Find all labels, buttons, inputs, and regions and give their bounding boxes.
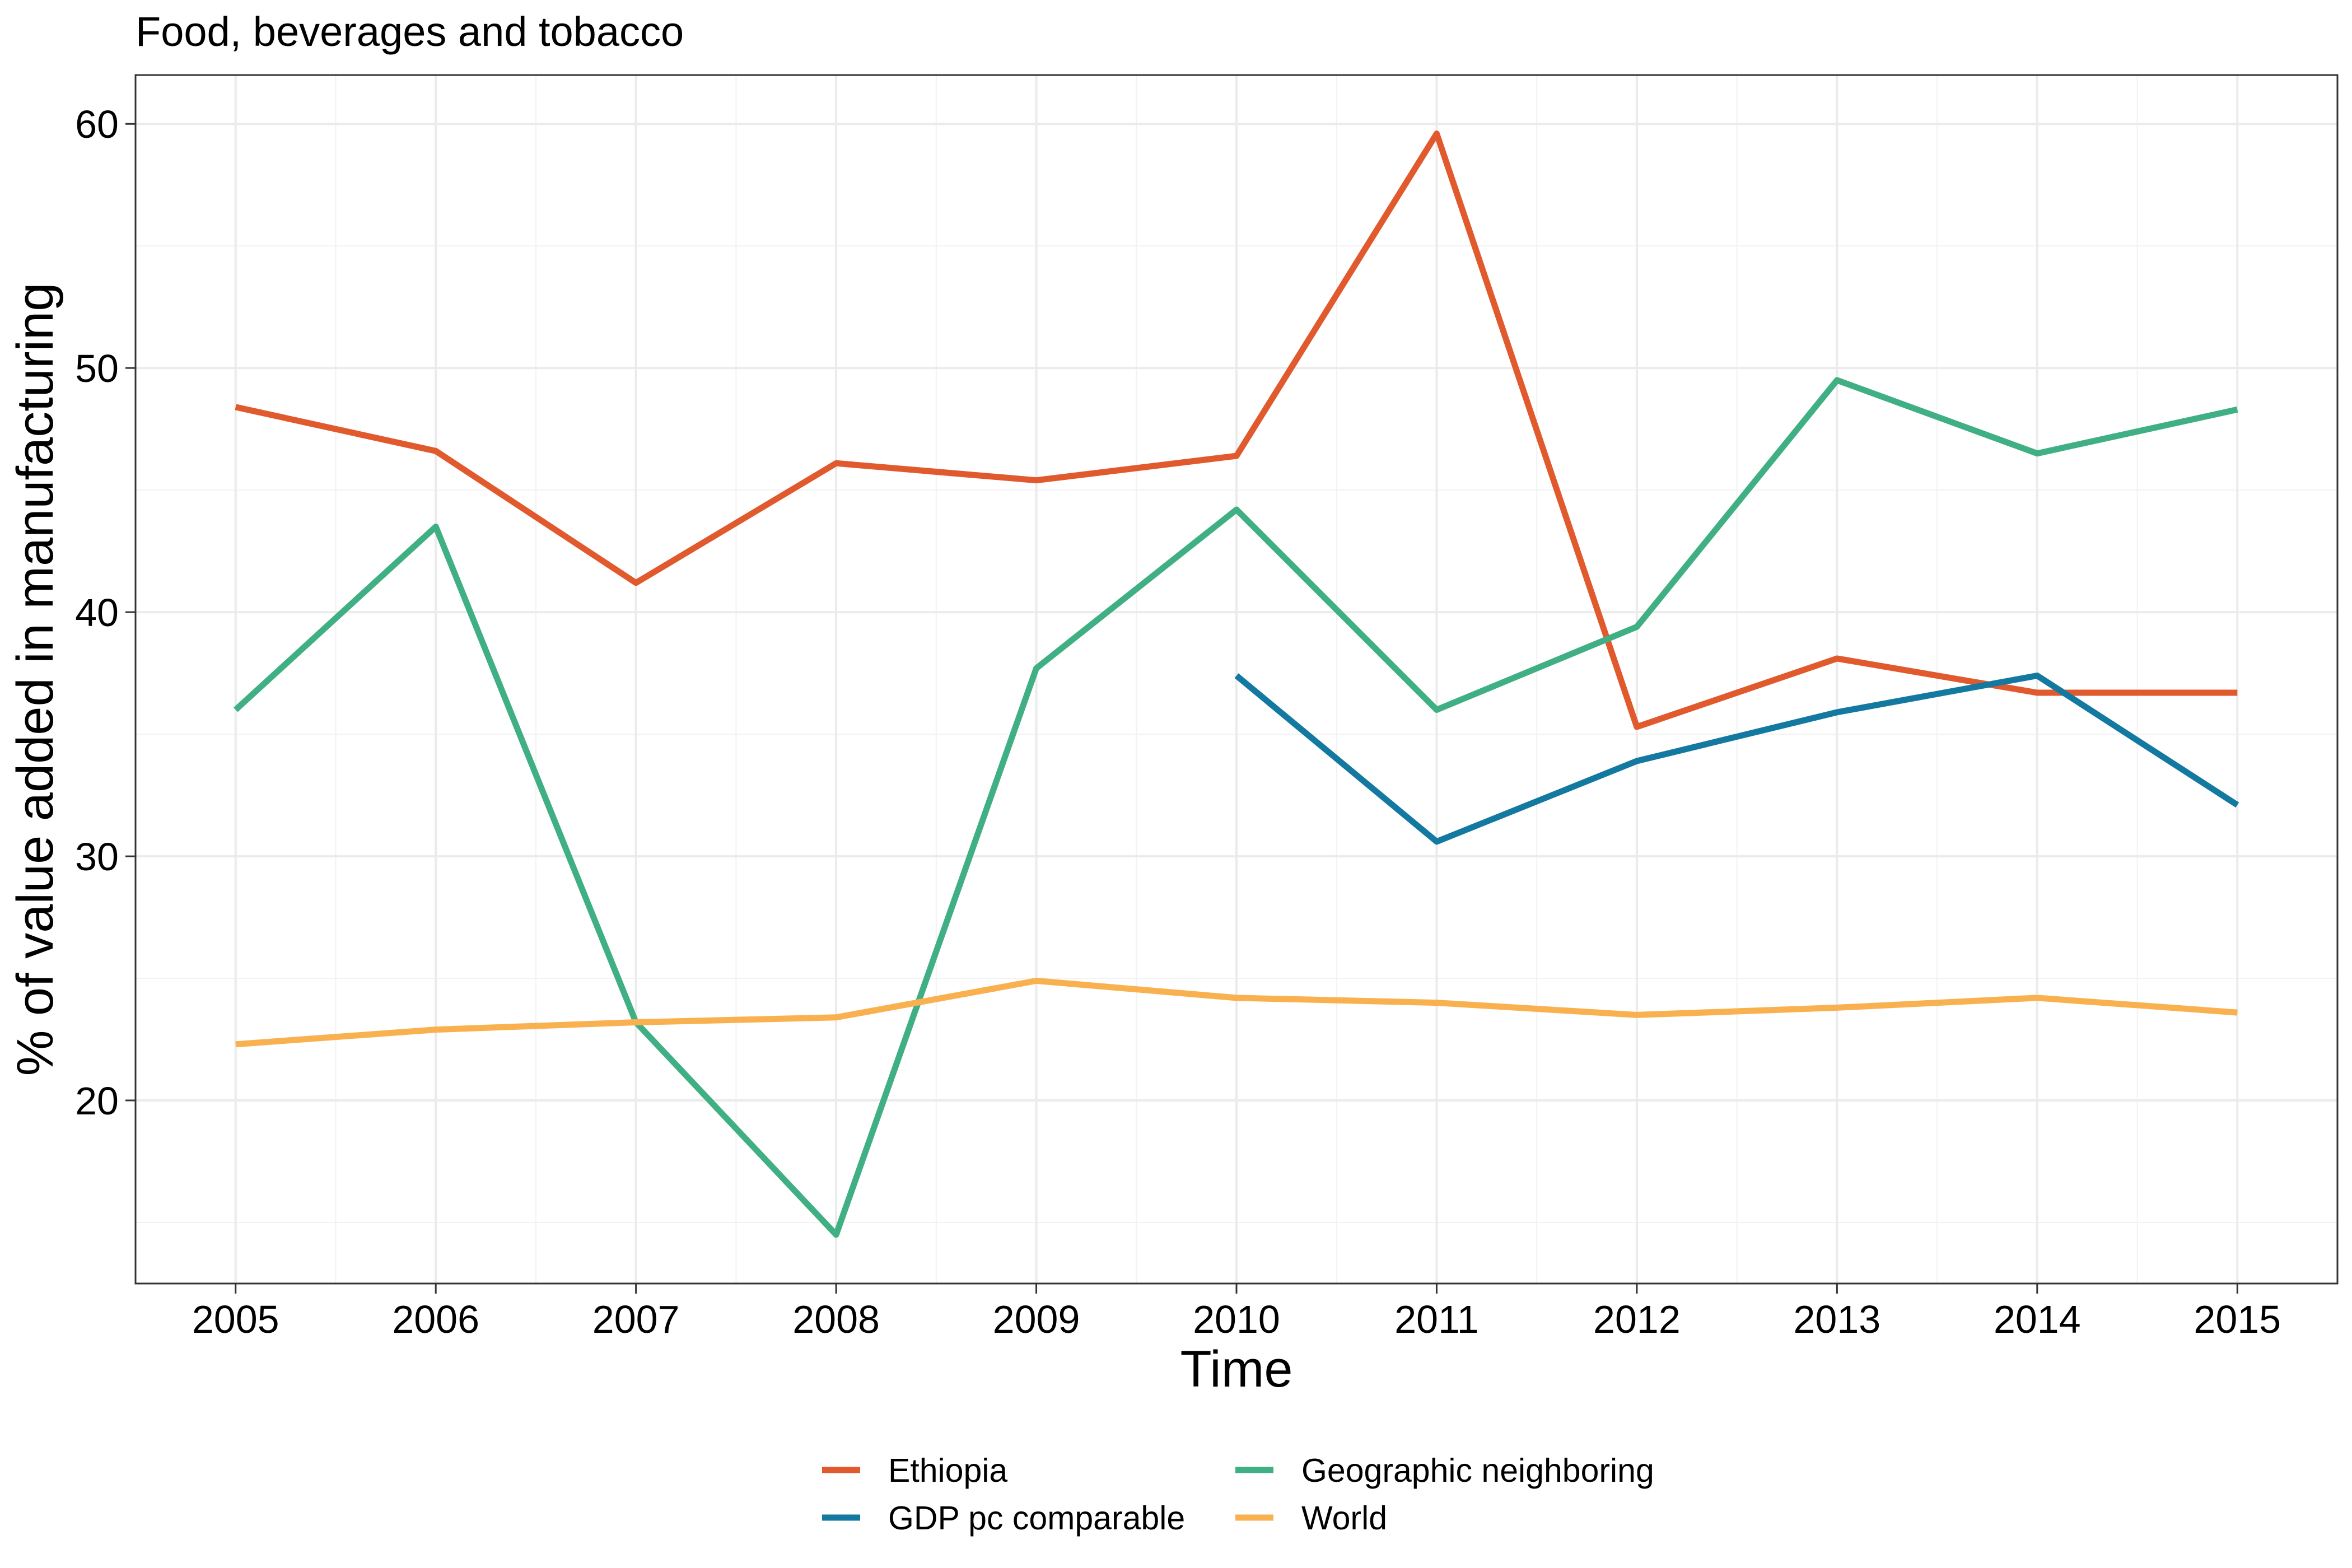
y-tick-label: 40	[75, 591, 119, 634]
x-tick-label: 2008	[792, 1298, 880, 1341]
y-tick-label: 20	[75, 1079, 119, 1123]
x-tick-label: 2012	[1593, 1298, 1681, 1341]
y-tick-label: 50	[75, 347, 119, 390]
x-axis-title: Time	[1180, 1341, 1292, 1398]
series-line-ethiopia	[235, 130, 2238, 730]
series-line-world	[235, 977, 2238, 1048]
series-lines	[233, 130, 2239, 1238]
legend-label-gdp-pc-comparable: GDP pc comparable	[888, 1500, 1185, 1537]
legend: Ethiopia GDP pc comparable Geographic neig…	[822, 1452, 1654, 1537]
x-axis: 2005 2006 2007 2008 2009 2010 2011 2012 2013 2014…	[192, 1284, 2281, 1341]
y-tick-label: 30	[75, 835, 119, 879]
y-axis-title: % of value added in manufacturing	[7, 283, 64, 1076]
legend-label-geographic-neighboring: Geographic neighboring	[1301, 1452, 1654, 1489]
x-tick-label: 2010	[1193, 1298, 1280, 1341]
x-tick-label: 2007	[592, 1298, 680, 1341]
x-tick-label: 2006	[392, 1298, 479, 1341]
x-tick-label: 2005	[192, 1298, 279, 1341]
series-line-geographic-neighboring	[233, 377, 2238, 1238]
x-tick-label: 2014	[1994, 1298, 2081, 1341]
legend-label-ethiopia: Ethiopia	[888, 1452, 1007, 1489]
chart-title: Food, beverages and tobacco	[136, 8, 684, 55]
y-tick-label: 60	[75, 102, 119, 146]
x-tick-label: 2011	[1394, 1298, 1479, 1341]
x-tick-label: 2013	[1793, 1298, 1880, 1341]
x-tick-label: 2015	[2194, 1298, 2281, 1341]
series-line-gdp-pc-comparable	[1234, 673, 2239, 845]
x-tick-label: 2009	[993, 1298, 1080, 1341]
y-axis: 20 30 40 50 60	[75, 102, 136, 1123]
legend-label-world: World	[1301, 1500, 1387, 1537]
